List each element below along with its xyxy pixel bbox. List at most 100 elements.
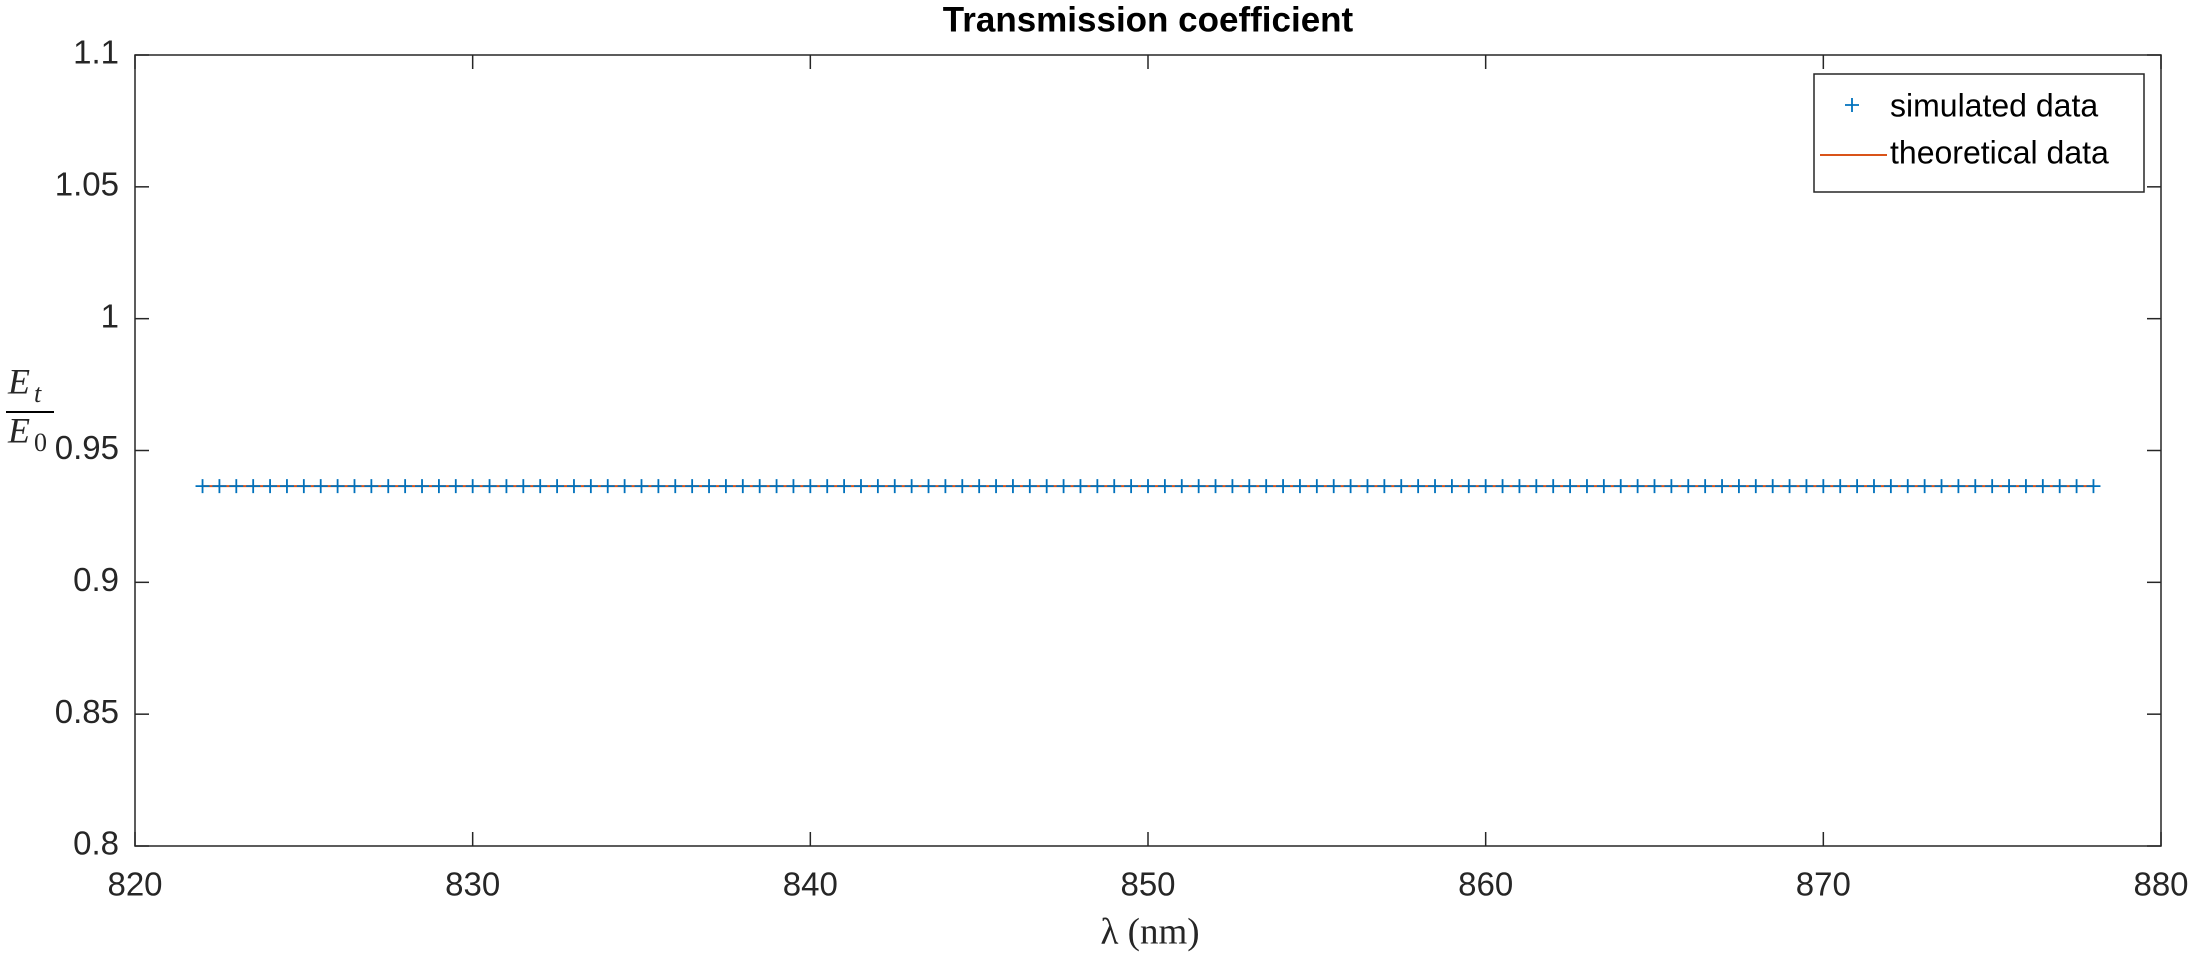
data-point <box>1444 479 1459 494</box>
data-point <box>1985 479 2000 494</box>
data-point <box>1107 479 1122 494</box>
data-point <box>415 479 430 494</box>
data-point <box>2086 479 2101 494</box>
data-point <box>955 479 970 494</box>
data-point <box>533 479 548 494</box>
data-point <box>482 479 497 494</box>
data-point <box>617 479 632 494</box>
data-point <box>1715 479 1730 494</box>
data-point <box>313 479 328 494</box>
y-tick-label: 1.1 <box>73 34 119 71</box>
data-point <box>1056 479 1071 494</box>
data-point <box>1394 479 1409 494</box>
data-point <box>1208 479 1223 494</box>
data-point <box>330 479 345 494</box>
data-point <box>1326 479 1341 494</box>
data-point <box>550 479 565 494</box>
y-label-num-base: E <box>7 361 30 401</box>
data-point <box>1563 479 1578 494</box>
axes-box <box>134 54 2162 847</box>
data-point <box>2069 479 2084 494</box>
y-tick-label: 1.05 <box>55 166 119 203</box>
legend-label: theoretical data <box>1890 134 2109 170</box>
data-point <box>1546 479 1561 494</box>
data-point <box>1917 479 1932 494</box>
data-point <box>1377 479 1392 494</box>
data-point <box>229 479 244 494</box>
data-point <box>752 479 767 494</box>
data-point <box>381 479 396 494</box>
y-tick-label: 0.85 <box>55 693 119 730</box>
data-point <box>1073 479 1088 494</box>
y-tick-label: 0.8 <box>73 825 119 862</box>
data-point <box>1428 479 1443 494</box>
data-point <box>1596 479 1611 494</box>
data-point <box>1782 479 1797 494</box>
x-tick-label: 860 <box>1458 866 1513 903</box>
x-tick-label: 820 <box>107 866 162 903</box>
data-point <box>1191 479 1206 494</box>
data-point <box>2002 479 2017 494</box>
data-point <box>1850 479 1865 494</box>
x-tick-label: 830 <box>445 866 500 903</box>
data-point <box>583 479 598 494</box>
data-point <box>364 479 379 494</box>
legend-box <box>1813 73 2145 193</box>
data-point <box>921 479 936 494</box>
data-point <box>1951 479 1966 494</box>
y-tick-label: 0.95 <box>55 429 119 466</box>
data-point <box>989 479 1004 494</box>
data-point <box>398 479 413 494</box>
data-point <box>1698 479 1713 494</box>
data-point <box>853 479 868 494</box>
data-point <box>1478 479 1493 494</box>
data-point <box>1765 479 1780 494</box>
data-point <box>1934 479 1949 494</box>
data-point <box>1292 479 1307 494</box>
data-point <box>2052 479 2067 494</box>
data-point <box>1090 479 1105 494</box>
data-point <box>1613 479 1628 494</box>
data-point <box>1005 479 1020 494</box>
data-point <box>1529 479 1544 494</box>
data-point <box>1495 479 1510 494</box>
y-tick-label: 0.9 <box>73 561 119 598</box>
data-point <box>566 479 581 494</box>
data-point <box>904 479 919 494</box>
x-tick-label: 850 <box>1120 866 1175 903</box>
data-point <box>2018 479 2033 494</box>
data-point <box>1461 479 1476 494</box>
data-point <box>1309 479 1324 494</box>
data-point <box>786 479 801 494</box>
y-label-num-sub: t <box>34 379 42 408</box>
data-point <box>702 479 717 494</box>
data-point <box>296 479 311 494</box>
data-point <box>1748 479 1763 494</box>
data-point <box>1276 479 1291 494</box>
data-point <box>1968 479 1983 494</box>
data-point <box>1225 479 1240 494</box>
data-point <box>803 479 818 494</box>
data-point <box>431 479 446 494</box>
data-point <box>1242 479 1257 494</box>
y-label-den-sub: 0 <box>34 428 47 457</box>
data-point <box>1157 479 1172 494</box>
data-point <box>1731 479 1746 494</box>
data-point <box>685 479 700 494</box>
y-tick-label: 1 <box>101 297 119 334</box>
data-point <box>1883 479 1898 494</box>
data-point <box>1833 479 1848 494</box>
y-axis-label: E t E 0 <box>6 361 54 457</box>
data-point <box>1799 479 1814 494</box>
data-point <box>1512 479 1527 494</box>
data-point <box>1039 479 1054 494</box>
data-point <box>1681 479 1696 494</box>
data-point <box>246 479 261 494</box>
data-point <box>668 479 683 494</box>
data-point <box>870 479 885 494</box>
data-point <box>448 479 463 494</box>
y-label-den-base: E <box>7 410 30 450</box>
data-point <box>651 479 666 494</box>
data-point <box>1343 479 1358 494</box>
data-point <box>499 479 514 494</box>
